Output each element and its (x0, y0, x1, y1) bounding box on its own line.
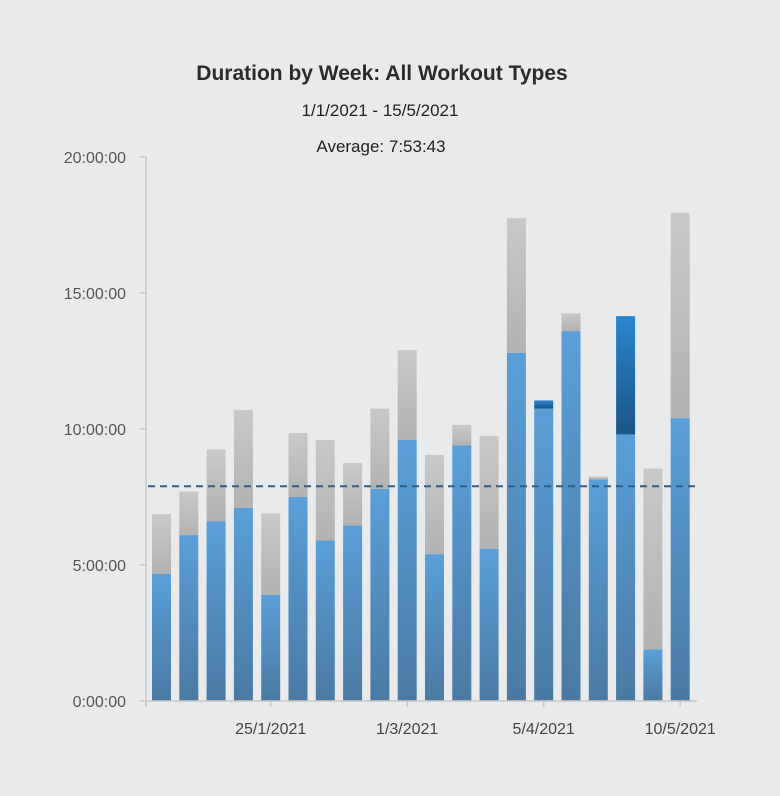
y-tick-label: 20:00:00 (64, 150, 126, 167)
x-tick-label: 25/1/2021 (235, 721, 306, 738)
bar-segment-blue (479, 548, 499, 701)
bar-segment-blue (343, 525, 363, 701)
x-axis: 25/1/2021 1/3/2021 5/4/2021 10/5/2021 (146, 700, 716, 738)
y-axis: 0:00:00 5:00:00 10:00:00 15:00:00 20:00:00 (64, 150, 147, 711)
chart-average-label: Average: 7:53:43 (316, 137, 445, 156)
bar-segment-blue (425, 554, 444, 701)
bar-segment-gray (425, 454, 444, 555)
bar-segment-gray (288, 433, 308, 497)
bar-segment-blue (588, 479, 608, 701)
bar-segment-gray (397, 350, 417, 440)
x-tick-label: 1/3/2021 (376, 721, 438, 738)
bar-segment-dark-blue (534, 400, 554, 409)
bar-segment-blue (670, 418, 690, 701)
y-tick-label: 15:00:00 (64, 286, 126, 303)
bar-segment-gray (206, 449, 226, 522)
bar-segment-blue (534, 408, 554, 701)
bar-segment-blue (561, 331, 581, 701)
y-tick-label: 10:00:00 (64, 422, 126, 439)
bar-segment-gray (370, 408, 390, 489)
x-tick-label: 5/4/2021 (513, 721, 575, 738)
bar-segment-blue (452, 445, 472, 701)
x-tick-label: 10/5/2021 (645, 721, 716, 738)
bar-segment-gray (588, 476, 608, 480)
bar-segment-gray (561, 313, 581, 332)
bar-segment-gray (670, 212, 690, 419)
bar-segment-blue (179, 535, 199, 701)
bar-segment-gray (479, 435, 499, 549)
bar-segment-blue (233, 507, 253, 701)
bar-segment-blue (152, 573, 171, 701)
bar-segment-blue (288, 497, 308, 701)
chart-title: Duration by Week: All Workout Types (196, 62, 567, 85)
bar-segment-blue (506, 352, 526, 701)
bar-segment-blue (643, 649, 663, 701)
bar-segment-gray (506, 218, 526, 353)
bars-group (152, 212, 690, 701)
y-tick-label: 0:00:00 (73, 694, 126, 711)
y-tick-label: 5:00:00 (73, 558, 126, 575)
bar-segment-blue (261, 594, 281, 701)
bar-segment-gray (315, 439, 335, 541)
bar-segment-blue (616, 434, 636, 701)
bar-segment-blue (315, 540, 335, 701)
bar-segment-blue (397, 439, 417, 701)
bar-segment-blue (370, 488, 390, 701)
bar-segment-gray (452, 424, 472, 446)
bar-segment-blue (206, 521, 226, 701)
bar-segment-gray (152, 514, 171, 574)
chart-date-range: 1/1/2021 - 15/5/2021 (302, 101, 459, 120)
bar-segment-dark-blue (616, 316, 636, 435)
bar-segment-gray (261, 513, 281, 595)
bar-segment-gray (233, 409, 253, 508)
bar-segment-gray (179, 491, 199, 536)
bar-segment-gray (343, 463, 363, 526)
bar-segment-gray (643, 468, 663, 650)
